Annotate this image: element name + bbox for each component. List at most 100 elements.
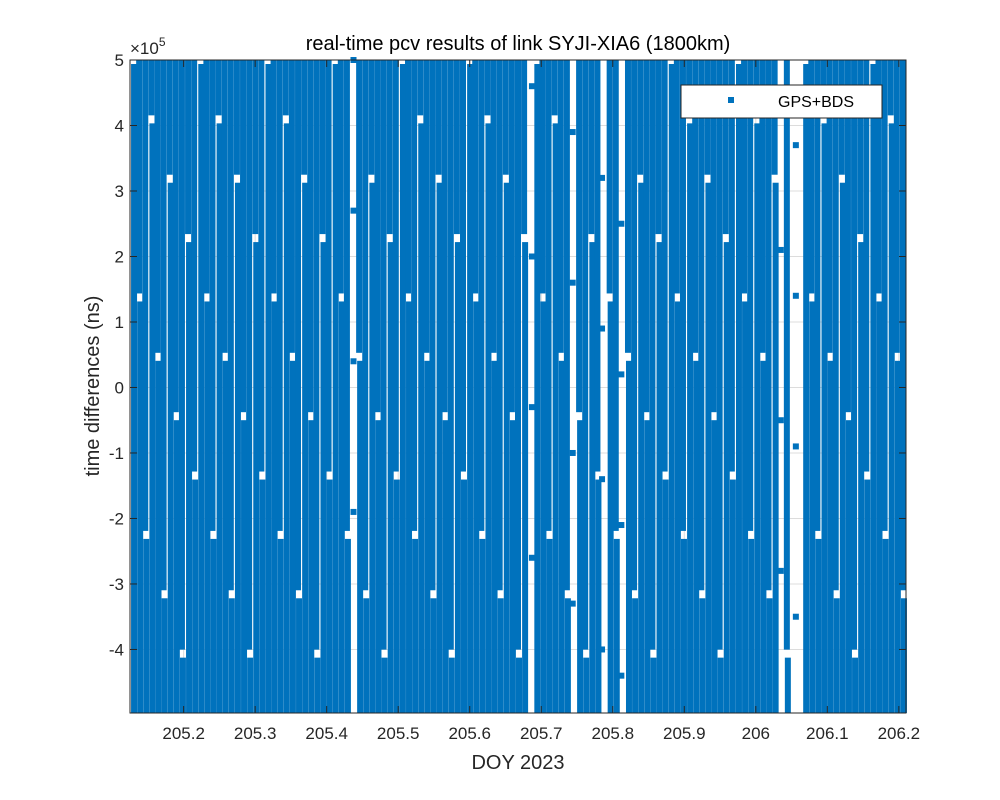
x-tick-label: 206.2 (878, 724, 921, 743)
data-stripe (710, 60, 717, 413)
data-stripe (288, 60, 295, 353)
data-stripe (429, 60, 436, 591)
data-stripe (479, 538, 486, 713)
data-stripe (632, 598, 639, 713)
data-stripe (490, 60, 497, 353)
data-stripe (564, 598, 571, 713)
data-stripe (179, 657, 186, 713)
data-stripe (863, 60, 870, 472)
data-point (569, 279, 576, 286)
data-stripe (142, 60, 149, 531)
data-stripe (301, 60, 308, 175)
data-stripe (461, 479, 468, 713)
data-stripe (326, 479, 333, 713)
data-stripe (417, 60, 424, 116)
data-stripe (222, 360, 229, 713)
data-stripe (185, 60, 192, 235)
data-point (777, 417, 784, 424)
y-tick-label: 0 (115, 378, 124, 397)
data-stripe (698, 60, 705, 591)
data-point (350, 358, 357, 365)
data-stripe (655, 60, 662, 235)
data-stripe (131, 64, 138, 713)
data-stripe (215, 60, 222, 116)
data-stripe (167, 182, 174, 713)
data-stripe (282, 60, 289, 116)
data-stripe (705, 182, 712, 713)
data-point (599, 174, 606, 181)
data-stripe (613, 538, 620, 713)
data-stripe (271, 301, 278, 713)
data-stripe (149, 123, 156, 713)
data-stripe (485, 123, 492, 713)
data-stripe (289, 360, 296, 713)
data-stripe (424, 360, 431, 713)
data-stripe (894, 360, 901, 713)
data-stripe (387, 242, 394, 713)
data-stripe (808, 60, 815, 294)
data-stripe (851, 60, 858, 650)
data-stripe (803, 64, 810, 713)
data-stripe (637, 60, 644, 175)
data-stripe (380, 60, 387, 650)
data-stripe (192, 479, 199, 713)
data-stripe (270, 60, 277, 294)
data-stripe (209, 60, 216, 531)
data-stripe (643, 60, 650, 413)
data-stripe (308, 420, 315, 713)
data-stripe (552, 123, 559, 713)
data-stripe (870, 64, 877, 713)
data-stripe (191, 60, 198, 472)
data-stripe (534, 64, 541, 713)
data-stripe (478, 60, 485, 531)
x-tick-label: 205.7 (520, 724, 563, 743)
data-stripe (827, 360, 834, 713)
data-point (792, 142, 799, 149)
data-stripe (557, 60, 564, 353)
data-stripe (687, 123, 694, 713)
data-stripe (857, 60, 864, 235)
data-stripe (467, 64, 474, 713)
data-stripe (832, 60, 839, 591)
data-stripe (418, 123, 425, 713)
data-series-gps-bds (131, 57, 907, 713)
x-tick-label: 205.5 (377, 724, 420, 743)
data-stripe (558, 360, 565, 713)
data-stripe (406, 301, 413, 713)
data-stripe (717, 657, 724, 713)
data-stripe (240, 60, 247, 413)
data-stripe (221, 60, 228, 353)
data-stripe (234, 182, 241, 713)
data-stripe (545, 60, 552, 531)
data-stripe (852, 657, 859, 713)
data-stripe (496, 60, 503, 591)
data-stripe (252, 60, 259, 235)
data-stripe (876, 301, 883, 713)
data-stripe (576, 60, 583, 413)
data-stripe (503, 182, 510, 713)
data-stripe (363, 598, 370, 713)
data-stripe (887, 60, 894, 116)
data-stripe (228, 598, 235, 713)
data-stripe (833, 598, 840, 713)
data-point (528, 404, 535, 411)
data-stripe (143, 538, 150, 713)
data-stripe (203, 60, 210, 294)
data-stripe (295, 60, 302, 591)
data-stripe (747, 60, 754, 531)
data-stripe (343, 60, 350, 531)
data-stripe (899, 60, 906, 591)
data-stripe (393, 479, 400, 713)
data-stripe (241, 420, 248, 713)
y-tick-label: -3 (109, 575, 124, 594)
data-stripe (679, 60, 686, 531)
data-stripe (178, 60, 185, 650)
data-stripe (699, 598, 706, 713)
data-stripe (325, 60, 332, 472)
data-stripe (392, 60, 399, 472)
data-stripe (595, 479, 602, 713)
data-point (569, 129, 576, 136)
data-stripe (661, 60, 668, 472)
data-stripe (399, 64, 406, 713)
